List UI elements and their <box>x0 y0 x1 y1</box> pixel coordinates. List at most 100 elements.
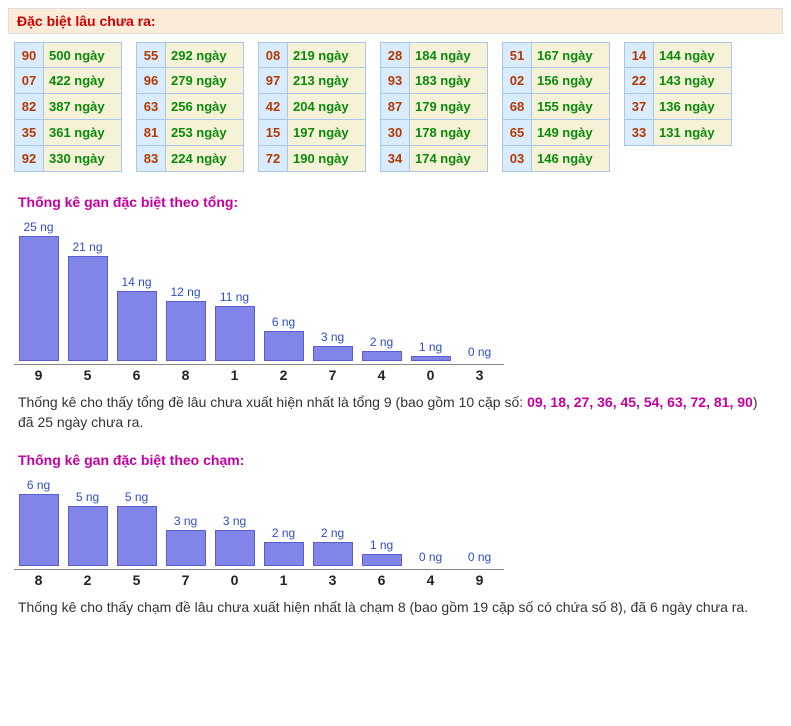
table-row: 83224 ngày <box>136 146 244 172</box>
table-row: 82387 ngày <box>14 94 122 120</box>
cell-days: 143 ngày <box>654 68 732 94</box>
chart-bar: 1 ng6 <box>357 538 406 588</box>
bar-value-label: 1 ng <box>419 340 442 354</box>
bar-value-label: 5 ng <box>76 490 99 504</box>
chart-bar: 3 ng 0 <box>210 514 259 588</box>
cell-number: 51 <box>502 42 532 68</box>
cell-days: 500 ngày <box>44 42 122 68</box>
bar-rect <box>264 331 304 361</box>
cell-number: 03 <box>502 146 532 172</box>
table-row: 30178 ngày <box>380 120 488 146</box>
cell-days: 179 ngày <box>410 94 488 120</box>
chart-bar: 21 ng5 <box>63 240 112 383</box>
table-row: 08219 ngày <box>258 42 366 68</box>
cell-days: 178 ngày <box>410 120 488 146</box>
cell-number: 15 <box>258 120 288 146</box>
chart-bar: 3 ng 7 <box>308 330 357 383</box>
table-row: 51167 ngày <box>502 42 610 68</box>
bar-category-label: 2 <box>63 569 112 588</box>
cell-number: 83 <box>136 146 166 172</box>
cell-number: 07 <box>14 68 44 94</box>
table-column: 55292 ngày96279 ngày63256 ngày81253 ngày… <box>136 42 244 172</box>
cell-days: 279 ngày <box>166 68 244 94</box>
bar-rect <box>166 301 206 361</box>
cell-number: 82 <box>14 94 44 120</box>
chart-cham-title: Thống kê gan đặc biệt theo chạm: <box>8 448 783 472</box>
cell-number: 96 <box>136 68 166 94</box>
bar-category-label: 0 <box>406 364 455 383</box>
cell-days: 253 ngày <box>166 120 244 146</box>
cell-number: 22 <box>624 68 654 94</box>
cell-number: 93 <box>380 68 410 94</box>
bar-category-label: 2 <box>259 364 308 383</box>
cell-days: 422 ngày <box>44 68 122 94</box>
bar-category-label: 7 <box>308 364 357 383</box>
bar-category-label: 4 <box>406 569 455 588</box>
table-row: 63256 ngày <box>136 94 244 120</box>
bar-rect <box>411 356 451 361</box>
table-row: 90500 ngày <box>14 42 122 68</box>
bar-category-label: 0 <box>210 569 259 588</box>
table-row: 55292 ngày <box>136 42 244 68</box>
cell-number: 35 <box>14 120 44 146</box>
cell-number: 08 <box>258 42 288 68</box>
chart-cham-caption: Thống kê cho thấy chạm đề lâu chưa xuất … <box>8 594 783 622</box>
cell-days: 219 ngày <box>288 42 366 68</box>
bar-rect <box>19 494 59 566</box>
bar-category-label: 6 <box>357 569 406 588</box>
cell-days: 204 ngày <box>288 94 366 120</box>
bar-value-label: 3 ng <box>321 330 344 344</box>
table-row: 33131 ngày <box>624 120 732 146</box>
bar-value-label: 3 ng <box>223 514 246 528</box>
bar-rect <box>117 506 157 566</box>
cell-number: 02 <box>502 68 532 94</box>
bar-value-label: 0 ng <box>419 550 442 564</box>
cell-number: 28 <box>380 42 410 68</box>
cell-days: 213 ngày <box>288 68 366 94</box>
cell-number: 63 <box>136 94 166 120</box>
cell-days: 224 ngày <box>166 146 244 172</box>
cell-number: 42 <box>258 94 288 120</box>
bar-category-label: 5 <box>63 364 112 383</box>
bar-value-label: 6 ng <box>27 478 50 492</box>
bar-value-label: 0 ng <box>468 345 491 359</box>
table-row: 42204 ngày <box>258 94 366 120</box>
bar-rect <box>68 506 108 566</box>
cell-days: 167 ngày <box>532 42 610 68</box>
bar-category-label: 7 <box>161 569 210 588</box>
cell-days: 156 ngày <box>532 68 610 94</box>
bar-category-label: 1 <box>210 364 259 383</box>
overdue-table: 90500 ngày07422 ngày82387 ngày35361 ngày… <box>8 42 783 172</box>
chart-bar: 12 ng8 <box>161 285 210 383</box>
caption-text: Thống kê cho thấy tổng đề lâu chưa xuất … <box>18 394 527 410</box>
bar-rect <box>362 554 402 566</box>
cell-days: 155 ngày <box>532 94 610 120</box>
table-row: 92330 ngày <box>14 146 122 172</box>
table-row: 72190 ngày <box>258 146 366 172</box>
chart-bar: 2 ng3 <box>308 526 357 588</box>
chart-bar: 3 ng7 <box>161 514 210 588</box>
table-row: 22143 ngày <box>624 68 732 94</box>
cell-days: 330 ngày <box>44 146 122 172</box>
bar-rect <box>19 236 59 361</box>
table-row: 34174 ngày <box>380 146 488 172</box>
cell-days: 361 ngày <box>44 120 122 146</box>
chart-bar: 11 ng1 <box>210 290 259 383</box>
bar-value-label: 14 ng <box>121 275 151 289</box>
table-row: 68155 ngày <box>502 94 610 120</box>
chart-tong-title: Thống kê gan đặc biệt theo tổng: <box>8 190 783 214</box>
cell-days: 146 ngày <box>532 146 610 172</box>
bar-rect <box>215 530 255 566</box>
bar-value-label: 2 ng <box>272 526 295 540</box>
chart-bar: 25 ng9 <box>14 220 63 383</box>
cell-number: 33 <box>624 120 654 146</box>
bar-rect <box>362 351 402 361</box>
cell-days: 174 ngày <box>410 146 488 172</box>
cell-number: 65 <box>502 120 532 146</box>
bar-category-label: 3 <box>308 569 357 588</box>
caption-highlight: 09, 18, 27, 36, 45, 54, 63, 72, 81, 90 <box>527 394 753 410</box>
chart-bar: 5 ng5 <box>112 490 161 588</box>
bar-category-label: 8 <box>14 569 63 588</box>
table-row: 93183 ngày <box>380 68 488 94</box>
cell-number: 87 <box>380 94 410 120</box>
